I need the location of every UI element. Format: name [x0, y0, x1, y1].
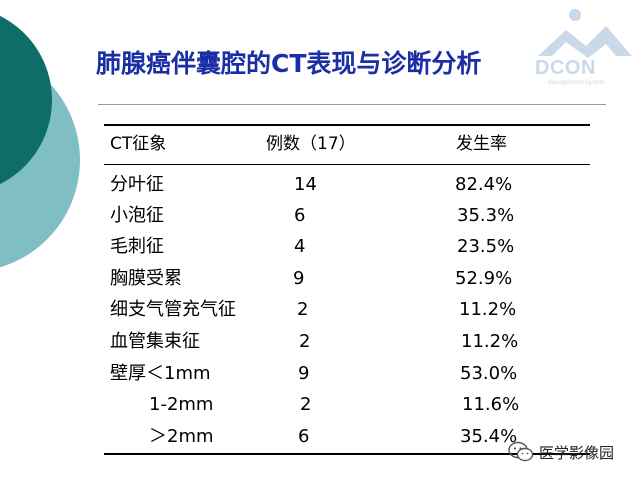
row-count: 2 — [300, 394, 312, 415]
table-top-rule — [104, 124, 590, 126]
wechat-icon — [508, 441, 534, 462]
row-sign: 血管集束征 — [110, 331, 200, 352]
logo-text: DCON — [535, 57, 596, 79]
row-count: 14 — [294, 174, 317, 195]
row-count: 2 — [299, 331, 311, 352]
header-count: 例数（17） — [266, 134, 356, 154]
row-rate: 52.9% — [455, 268, 513, 289]
row-rate: 23.5% — [457, 236, 515, 257]
watermark-text: 医学影像园 — [539, 443, 615, 462]
row-count: 9 — [293, 268, 305, 289]
header-sign: CT征象 — [110, 134, 167, 154]
logo-subtitle: Management System — [548, 80, 605, 86]
row-count: 9 — [298, 363, 310, 384]
row-sign: 壁厚＜1mm — [110, 363, 211, 384]
row-count: 2 — [297, 299, 309, 320]
table-bottom-rule — [104, 453, 590, 455]
title-divider — [98, 104, 606, 105]
row-rate: 82.4% — [455, 174, 513, 195]
row-sign: 胸膜受累 — [110, 268, 182, 289]
row-rate: 35.4% — [460, 426, 518, 447]
row-rate: 11.2% — [459, 299, 517, 320]
row-sign: 细支气管充气征 — [110, 299, 236, 320]
logo-mark — [538, 9, 632, 58]
watermark: 医学影像园 — [508, 438, 614, 466]
row-count: 4 — [294, 236, 306, 257]
decor-dark-circle — [0, 15, 52, 185]
row-sign: 小泡征 — [110, 205, 164, 226]
row-rate: 53.0% — [460, 363, 518, 384]
row-count: 6 — [294, 205, 306, 226]
row-sign: 毛刺征 — [110, 236, 164, 257]
row-sign: 分叶征 — [110, 174, 164, 195]
row-sign: ＞2mm — [149, 426, 214, 447]
table-header-rule — [104, 164, 590, 165]
row-count: 6 — [298, 426, 310, 447]
row-rate: 11.6% — [462, 394, 520, 415]
row-rate: 11.2% — [461, 331, 519, 352]
header-rate: 发生率 — [456, 134, 507, 154]
row-sign: 1-2mm — [149, 394, 214, 415]
row-rate: 35.3% — [457, 205, 515, 226]
slide-title: 肺腺癌伴囊腔的CT表现与诊断分析 — [96, 49, 482, 78]
